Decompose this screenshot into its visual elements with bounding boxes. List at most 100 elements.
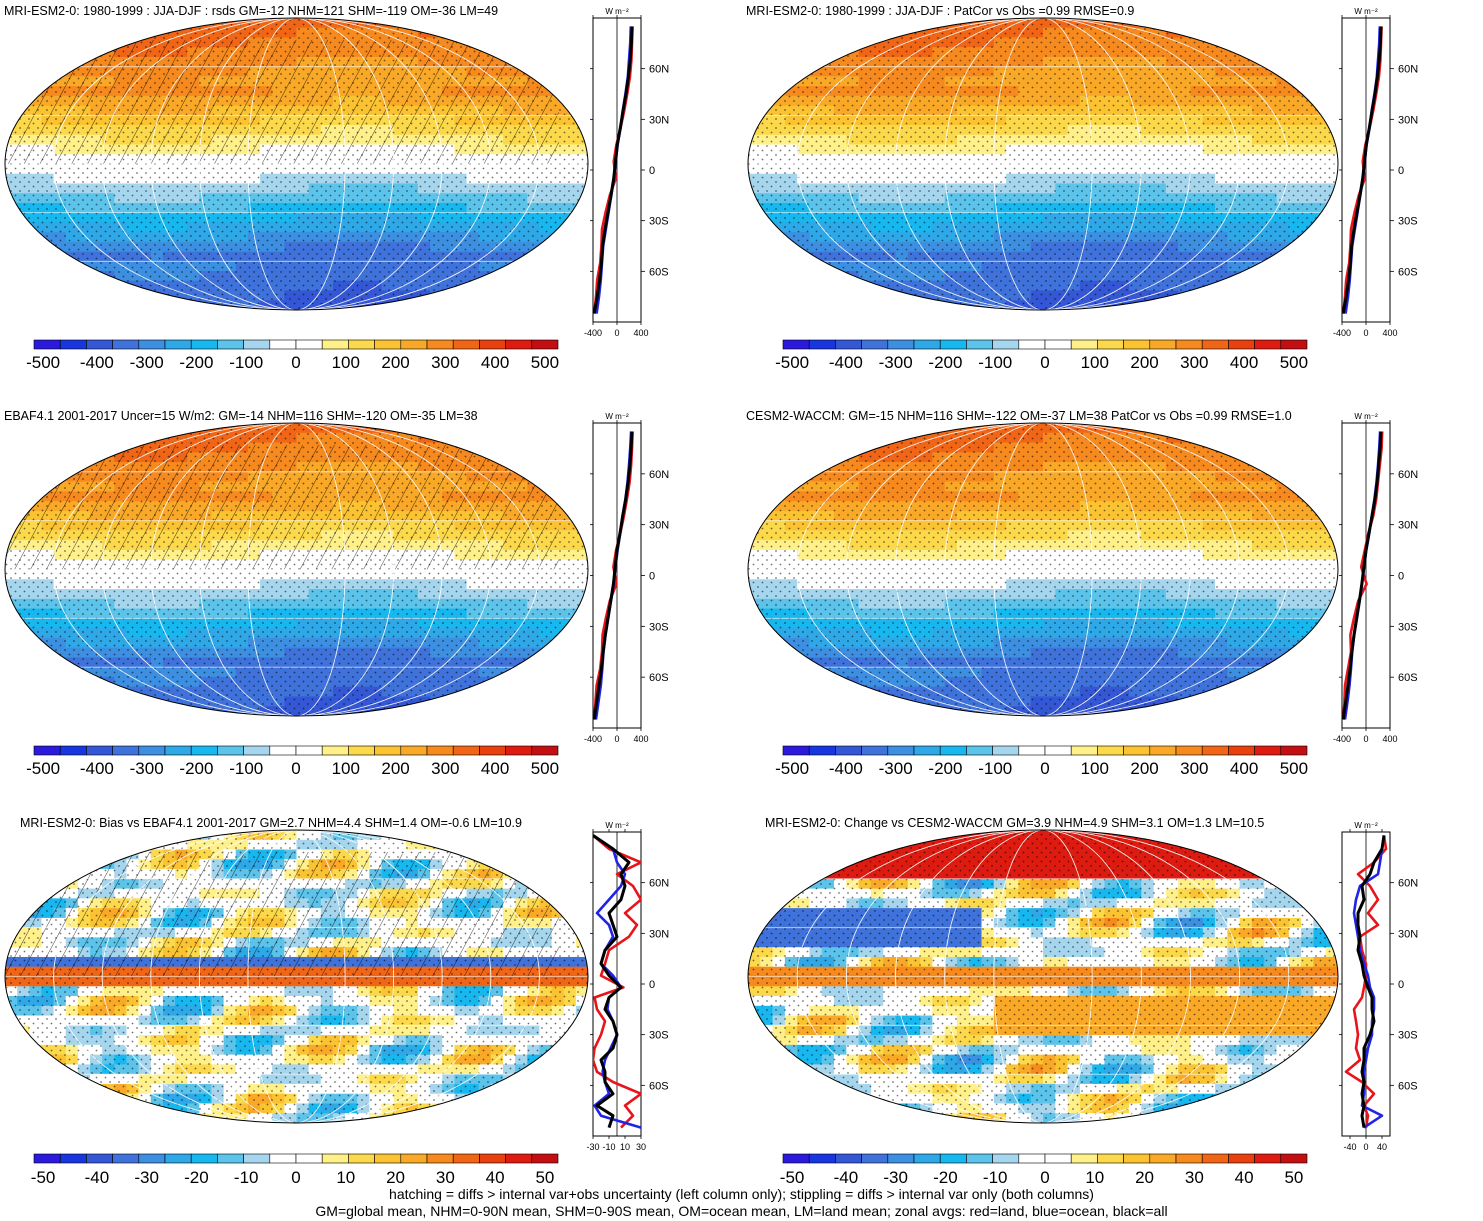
colorbar-tick-label: 200 bbox=[1130, 759, 1158, 778]
colorbar-box bbox=[1097, 1153, 1124, 1164]
zonal-lat-tick-label: 0 bbox=[649, 571, 655, 583]
zonal-value-tick-label: 400 bbox=[633, 734, 648, 744]
zonal-lat-tick-label: 60S bbox=[1398, 672, 1418, 684]
colorbar-box bbox=[426, 339, 454, 350]
colorbar-box bbox=[1044, 745, 1072, 756]
map-outline bbox=[4, 422, 589, 717]
zonal-value-tick-label: -400 bbox=[1333, 734, 1351, 744]
zonal-lat-tick-label: 30S bbox=[649, 621, 669, 633]
map-outline bbox=[747, 17, 1339, 311]
colorbar-tick-label: 300 bbox=[431, 759, 459, 778]
colorbar-tick-label: -300 bbox=[130, 353, 164, 372]
colorbar-box bbox=[59, 339, 87, 350]
colorbar-tick-label: -50 bbox=[31, 1168, 56, 1187]
colorbar-tick-label: 0 bbox=[1040, 759, 1049, 778]
colorbar-box bbox=[400, 339, 428, 350]
colorbar-box bbox=[321, 1153, 349, 1164]
colorbar-tick-label: 50 bbox=[1284, 1168, 1303, 1187]
colorbar-box bbox=[217, 1153, 244, 1164]
colorbar-box bbox=[452, 339, 480, 350]
zonal-line-all bbox=[593, 26, 634, 314]
colorbar-box bbox=[59, 1153, 87, 1164]
map-field bbox=[5, 18, 588, 310]
colorbar-tick-label: -200 bbox=[179, 353, 213, 372]
zonal-lat-tick-label: 60S bbox=[1398, 1080, 1418, 1092]
colorbar-box bbox=[1201, 1153, 1229, 1164]
map-field bbox=[5, 423, 588, 716]
colorbar-box bbox=[269, 339, 297, 350]
colorbar-box bbox=[505, 339, 533, 350]
zonal-lat-tick-label: 0 bbox=[649, 979, 655, 991]
map-outline bbox=[4, 829, 589, 1124]
zonal-lat-tick-label: 30S bbox=[649, 216, 669, 228]
colorbar-tick-label: 50 bbox=[535, 1168, 554, 1187]
colorbar-box bbox=[1123, 745, 1151, 756]
colorbar-box bbox=[164, 339, 192, 350]
colorbar-box bbox=[782, 745, 810, 756]
zonal-lat-tick-label: 30S bbox=[1398, 621, 1418, 633]
zonal-average-plot: W m⁻² 60N 30N 0 30S 60S -40 0 40 bbox=[1339, 821, 1418, 1152]
colorbar: -500 -400 -300 -200 -100 0 100 200 300 400 500 bbox=[26, 745, 559, 778]
colorbar-box bbox=[164, 1153, 192, 1164]
zonal-units: W m⁻² bbox=[605, 821, 629, 830]
colorbar-box bbox=[835, 745, 862, 756]
colorbar-tick-label: 200 bbox=[1130, 353, 1158, 372]
zonal-units: W m⁻² bbox=[605, 412, 629, 421]
colorbar-box bbox=[243, 1153, 271, 1164]
colorbar-box bbox=[835, 1153, 862, 1164]
colorbar-box bbox=[112, 1153, 140, 1164]
colorbar-box bbox=[861, 339, 889, 350]
colorbar-box bbox=[1123, 1153, 1151, 1164]
colorbar-box bbox=[164, 745, 192, 756]
colorbar-tick-label: -10 bbox=[234, 1168, 259, 1187]
colorbar-box bbox=[426, 745, 454, 756]
zonal-lat-tick-label: 30S bbox=[649, 1030, 669, 1042]
colorbar-tick-label: 400 bbox=[481, 759, 509, 778]
colorbar-box bbox=[1070, 1153, 1098, 1164]
colorbar-box bbox=[86, 1153, 113, 1164]
zonal-line-all bbox=[1342, 26, 1383, 314]
zonal-lat-tick-label: 30N bbox=[649, 114, 669, 126]
colorbar-box bbox=[190, 745, 218, 756]
zonal-value-tick-label: 30 bbox=[636, 1142, 646, 1152]
panel-3: EBAF4.1 2001-2017 Uncer=15 W/m2: GM=-14 … bbox=[4, 409, 669, 778]
zonal-units: W m⁻² bbox=[1354, 821, 1378, 830]
zonal-lat-tick-label: 30N bbox=[1398, 928, 1418, 940]
colorbar-tick-label: -30 bbox=[883, 1168, 908, 1187]
colorbar-box bbox=[939, 745, 967, 756]
colorbar-box bbox=[913, 339, 941, 350]
colorbar-box bbox=[992, 745, 1020, 756]
zonal-value-tick-label: -400 bbox=[1333, 328, 1351, 338]
map-field bbox=[5, 830, 588, 1123]
zonal-lat-tick-label: 30N bbox=[1398, 114, 1418, 126]
colorbar-box bbox=[913, 1153, 941, 1164]
colorbar-box bbox=[1018, 339, 1046, 350]
panel-title: EBAF4.1 2001-2017 Uncer=15 W/m2: GM=-14 … bbox=[4, 409, 478, 423]
colorbar-tick-label: 500 bbox=[531, 759, 559, 778]
colorbar-tick-label: -100 bbox=[978, 353, 1012, 372]
zonal-lat-tick-label: 60N bbox=[649, 64, 669, 76]
zonal-lat-tick-label: 60N bbox=[1398, 64, 1418, 76]
colorbar-box bbox=[1097, 339, 1124, 350]
zonal-average-plot: W m⁻² 60N 30N 0 30S 60S -30 -10 10 30 bbox=[586, 821, 669, 1152]
colorbar-box bbox=[348, 1153, 375, 1164]
colorbar-tick-label: -500 bbox=[775, 759, 809, 778]
colorbar-tick-label: 10 bbox=[336, 1168, 355, 1187]
colorbar-box bbox=[138, 1153, 166, 1164]
colorbar-tick-label: 0 bbox=[291, 759, 300, 778]
colorbar-box bbox=[1123, 339, 1151, 350]
panel-title: MRI-ESM2-0: 1980-1999 : JJA-DJF : PatCor… bbox=[746, 4, 1134, 18]
zonal-lat-tick-label: 60N bbox=[1398, 878, 1418, 890]
zonal-average-plot: W m⁻² 60N 30N 0 30S 60S -400 0 400 bbox=[584, 412, 669, 744]
colorbar-box bbox=[86, 745, 113, 756]
zonal-lat-tick-label: 60S bbox=[649, 1080, 669, 1092]
colorbar-box bbox=[1280, 1153, 1308, 1164]
colorbar-box bbox=[269, 745, 297, 756]
colorbar-tick-label: -200 bbox=[179, 759, 213, 778]
colorbar-box bbox=[33, 745, 61, 756]
zonal-value-tick-label: 400 bbox=[1382, 734, 1397, 744]
zonal-value-tick-label: 0 bbox=[1363, 328, 1368, 338]
colorbar-box bbox=[138, 339, 166, 350]
colorbar-box bbox=[913, 745, 941, 756]
colorbar-box bbox=[374, 1153, 402, 1164]
